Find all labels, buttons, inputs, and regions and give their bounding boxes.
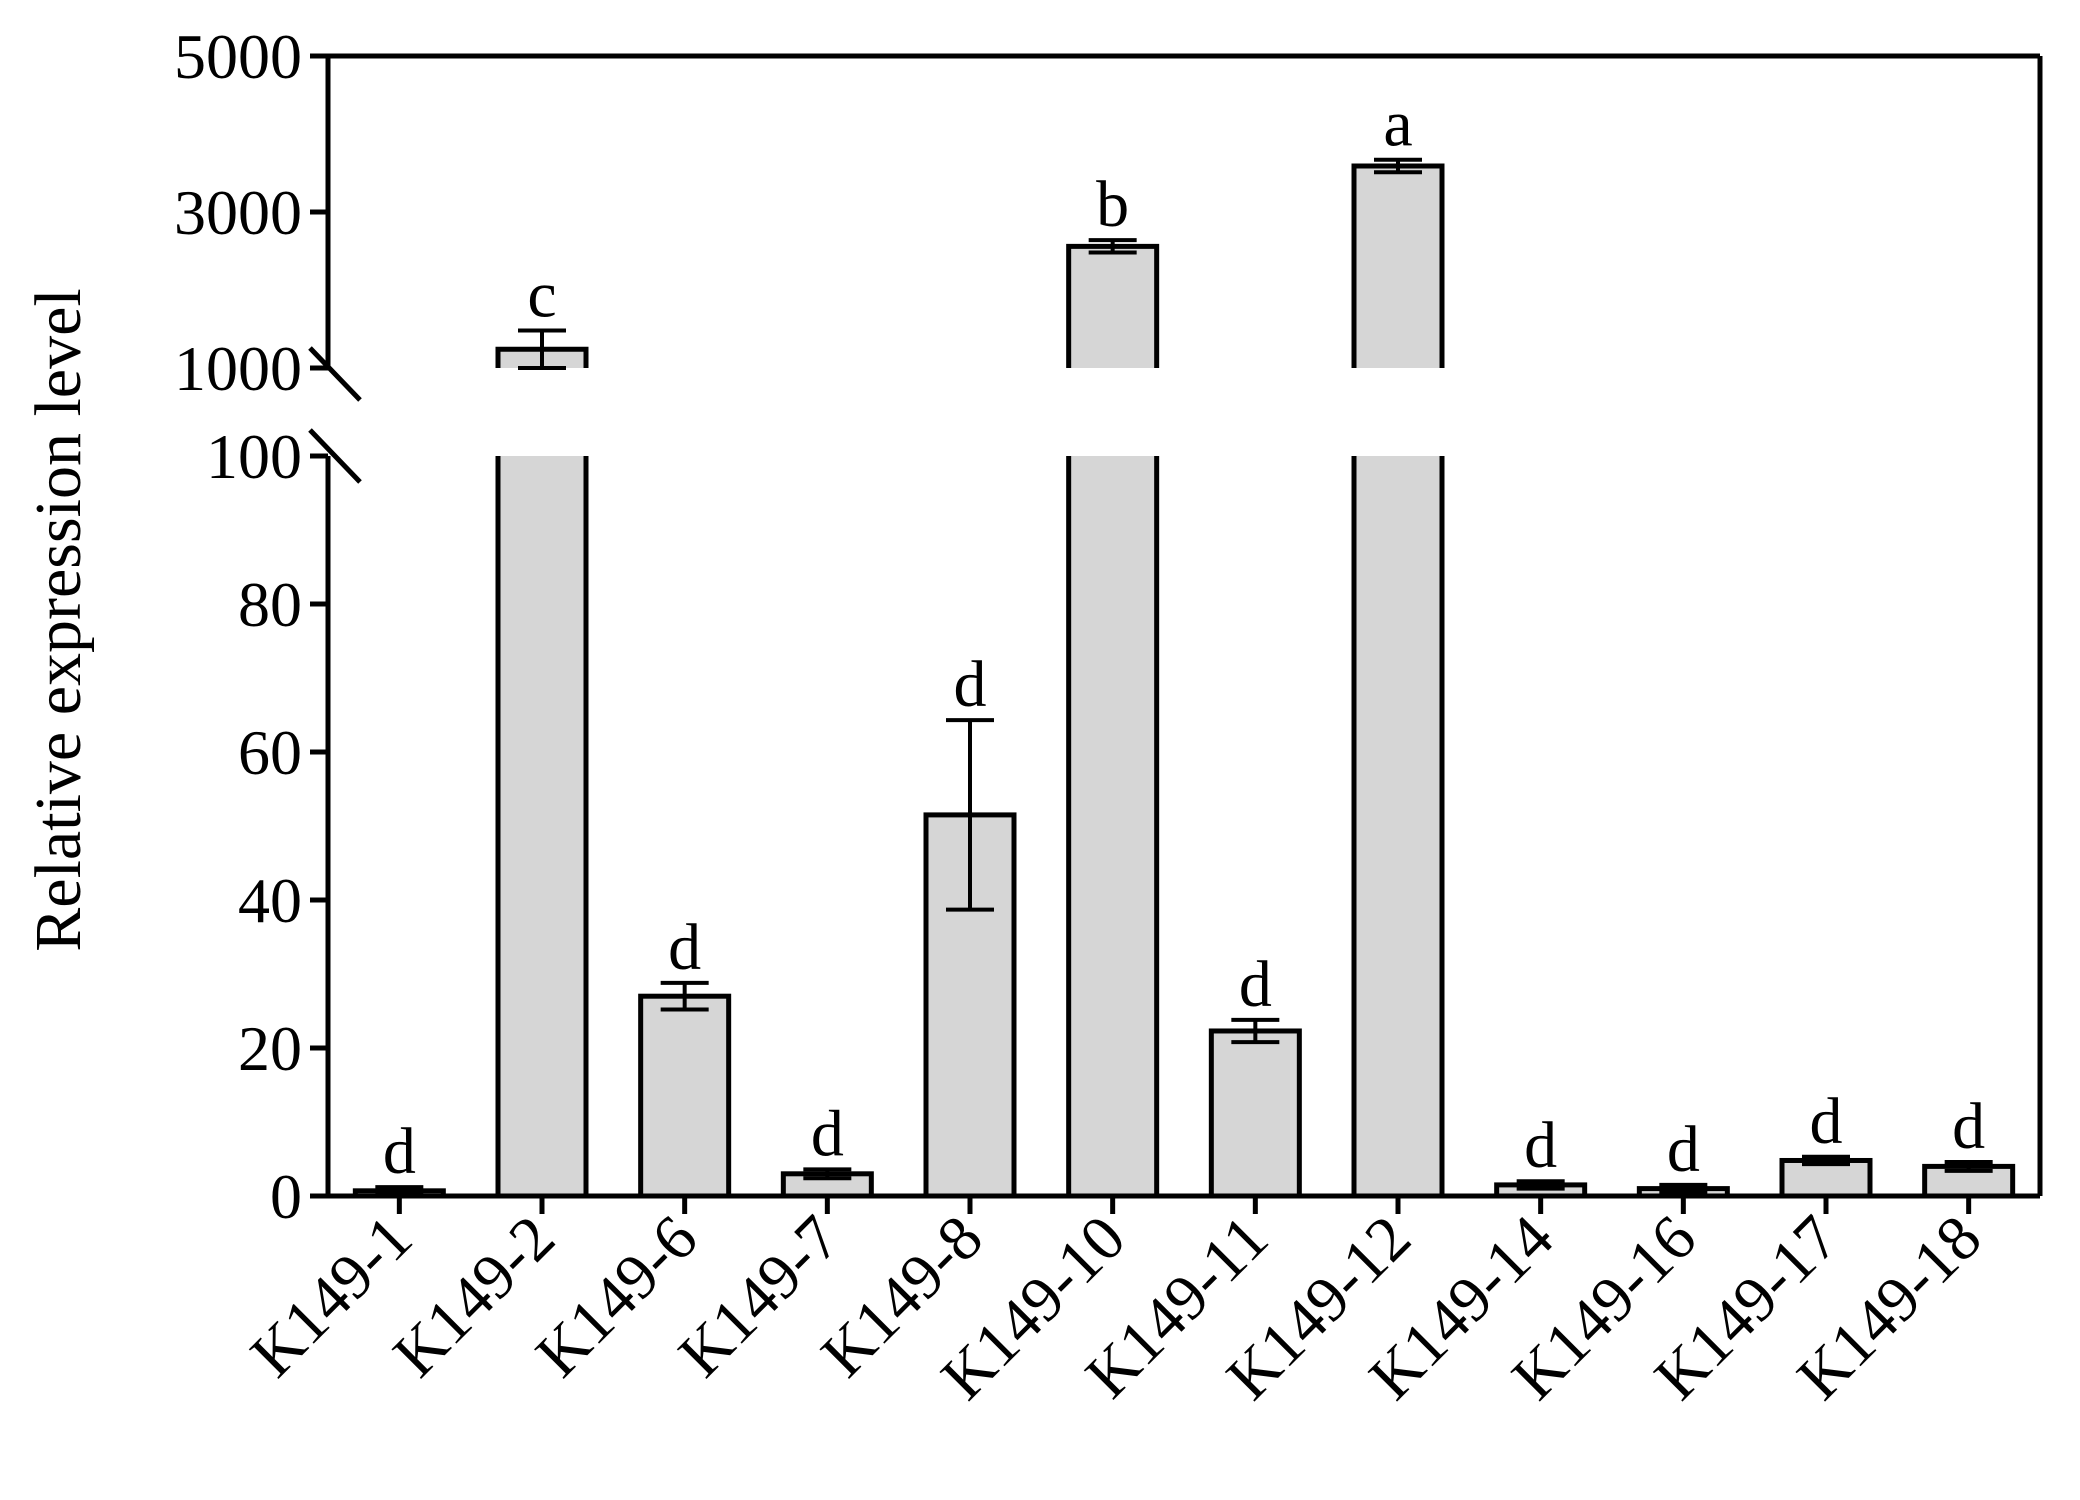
axis-break-mark-upper	[308, 346, 362, 402]
significance-label: d	[1524, 1109, 1557, 1182]
significance-label: d	[1810, 1085, 1843, 1158]
significance-label: d	[668, 911, 701, 984]
significance-label: d	[1952, 1090, 1985, 1163]
significance-label: b	[1096, 168, 1129, 241]
bar-outline	[1066, 456, 1160, 1199]
significance-label: d	[1667, 1113, 1700, 1186]
significance-label: a	[1383, 88, 1412, 161]
significance-label: d	[811, 1097, 844, 1170]
bar-upper	[1068, 246, 1157, 368]
axes	[308, 53, 2043, 1214]
y-tick-label: 5000	[174, 21, 302, 92]
bar-outline	[1351, 456, 1445, 1199]
bar	[498, 456, 586, 1196]
y-tick-label: 40	[238, 865, 302, 936]
y-tick-label: 3000	[174, 177, 302, 248]
y-tick-label: 20	[238, 1013, 302, 1084]
y-axis-label: Relative expression level	[22, 288, 95, 951]
bar-outline	[495, 456, 589, 1199]
y-tick-label: 100	[206, 421, 302, 492]
significance-label: d	[1239, 948, 1272, 1021]
bar	[1208, 1028, 1302, 1199]
bar	[1354, 456, 1442, 1196]
significance-label: c	[527, 259, 556, 332]
y-tick-label: 1000	[174, 333, 302, 404]
x-tick-label: K149-1	[237, 1202, 425, 1390]
axis-break-mark-lower	[308, 428, 362, 484]
bar	[1068, 456, 1157, 1196]
significance-label: d	[383, 1115, 416, 1188]
bars	[352, 157, 2016, 1199]
y-tick-label: 80	[238, 569, 302, 640]
significance-label: d	[954, 648, 987, 721]
bar-upper	[1354, 165, 1442, 368]
x-tick-label: K149-7	[665, 1202, 853, 1390]
bar	[638, 993, 732, 1199]
x-tick-label: K149-2	[379, 1202, 567, 1390]
y-tick-label: 0	[270, 1161, 302, 1232]
x-tick-label: K149-6	[522, 1202, 710, 1390]
y-tick-label: 60	[238, 717, 302, 788]
